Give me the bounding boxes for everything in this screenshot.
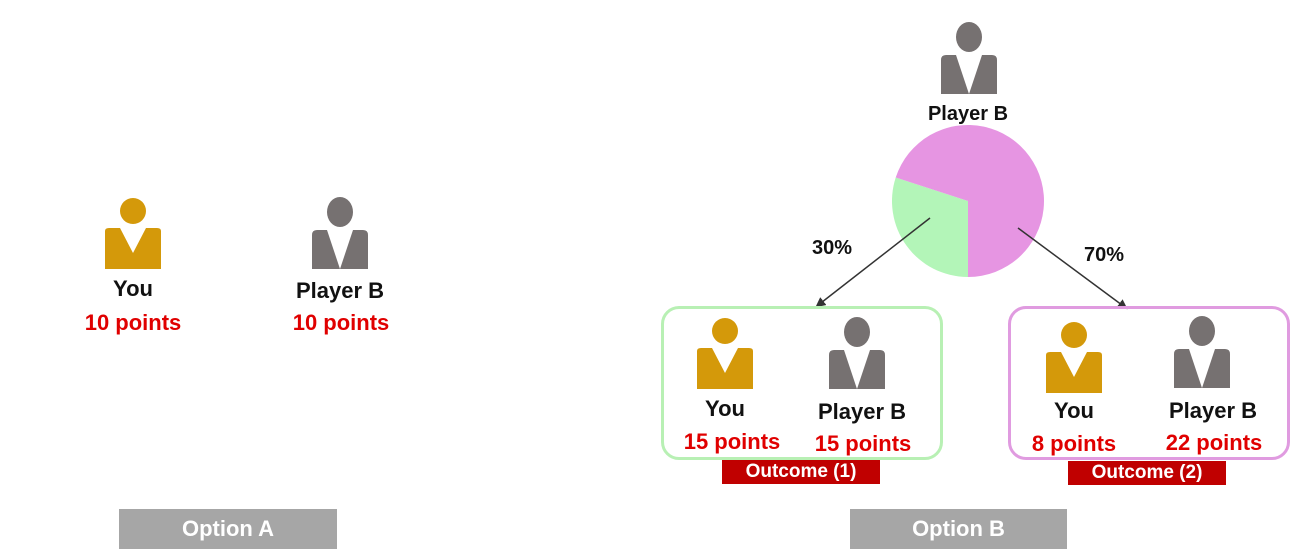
option-a-panel: You 10 points Player B 10 points Option … [0,0,600,553]
option-b-label[interactable]: Option B [850,509,1067,549]
outcome-2-player-b-name: Player B [1168,398,1258,423]
you-person-icon [105,197,161,269]
outcome-1-you-name: You [705,396,745,421]
outcome-1-player-b-icon [829,317,885,389]
arrow-to-outcome-2 [1017,227,1128,310]
option-a-label[interactable]: Option A [119,509,337,549]
probability-outcome-1: 30% [812,237,853,259]
arrow-to-outcome-1 [815,217,931,308]
outcome-1-you-icon [697,317,753,389]
player-b-points: 10 points [292,310,390,335]
outcome-1-player-b-points: 15 points [814,431,912,456]
outcome-1-player-b-name: Player B [817,399,907,424]
chooser-name: Player B [927,103,1009,125]
outcome-2-player-b-icon [1174,316,1230,388]
probability-outcome-2: 70% [1084,244,1125,266]
outcome-2-player-b-points: 22 points [1165,430,1263,455]
chance-pie-diagram [815,124,1128,310]
player-b-person-icon [312,197,368,269]
chooser-person-icon [941,22,997,94]
outcome-1-you-points: 15 points [683,429,781,454]
outcome-2-you-name: You [1054,398,1094,423]
outcome-1-box [661,306,943,460]
outcome-2-you-points: 8 points [1031,431,1117,456]
pie-slice-outcome-2 [895,124,1044,277]
outcome-2-label: Outcome (2) [1068,461,1226,485]
option-b-panel: Player B 30% 70% You 15 points Player B … [600,0,1311,553]
player-b-name: Player B [295,278,385,303]
you-points: 10 points [84,310,182,335]
outcome-2-box [1008,306,1290,460]
chance-pie [892,124,1044,277]
pie-slice-outcome-1 [892,177,968,277]
you-name: You [113,276,153,301]
outcome-1-label: Outcome (1) [722,460,880,484]
outcome-2-you-icon [1046,321,1102,393]
